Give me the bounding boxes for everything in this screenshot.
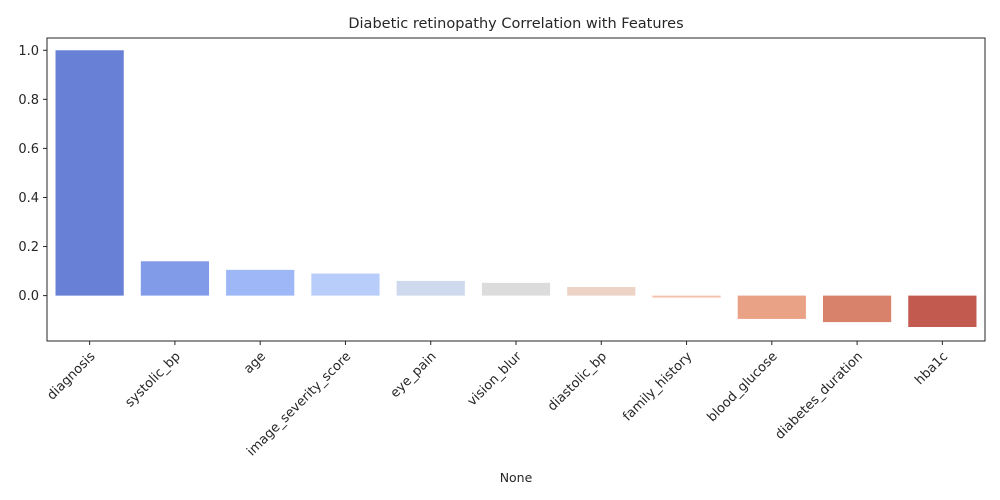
bar-blood_glucose xyxy=(737,295,806,319)
chart-title: Diabetic retinopathy Correlation with Fe… xyxy=(348,16,683,32)
x-tick-label: diabetes_duration xyxy=(772,349,865,442)
x-tick-label: diagnosis xyxy=(44,349,98,403)
y-tick-label: 0.4 xyxy=(18,191,39,206)
y-tick-label: 0.0 xyxy=(18,289,39,304)
y-tick-label: 0.8 xyxy=(18,93,39,108)
bar-image_severity_score xyxy=(311,273,380,296)
x-tick-label: eye_pain xyxy=(388,349,440,401)
bar-hba1c xyxy=(908,295,977,328)
bar-diagnosis xyxy=(55,50,124,296)
x-axis: diagnosis systolic_bp ageimage_severity_sc… xyxy=(44,341,951,459)
x-tick-label: vision_blur xyxy=(465,349,525,409)
y-axis: 0.0 0.2 0.4 0.6 0.8 1.0 xyxy=(18,44,47,304)
y-tick-label: 1.0 xyxy=(18,44,39,59)
bar-eye_pain xyxy=(396,280,465,296)
bar-systolic_bp xyxy=(140,261,210,296)
x-tick-label: systolic_bp xyxy=(122,349,183,410)
y-tick-label: 0.2 xyxy=(18,240,39,255)
bar-vision_blur xyxy=(481,282,551,296)
x-axis-label: None xyxy=(500,470,533,485)
x-tick-label: diastolic_bp xyxy=(545,349,610,414)
bars-group xyxy=(55,50,977,328)
bar-diabetes_duration xyxy=(822,295,892,323)
plot-frame xyxy=(46,37,986,342)
x-tick-label: age xyxy=(241,349,269,377)
y-tick-label: 0.6 xyxy=(18,142,39,157)
x-tick-label: hba1c xyxy=(912,349,951,388)
bar-age xyxy=(226,269,295,296)
bar-diastolic_bp xyxy=(567,287,636,296)
bar-family_history xyxy=(652,295,721,298)
x-tick-label: blood_glucose xyxy=(705,349,781,425)
x-tick-label: family_history xyxy=(620,349,695,424)
